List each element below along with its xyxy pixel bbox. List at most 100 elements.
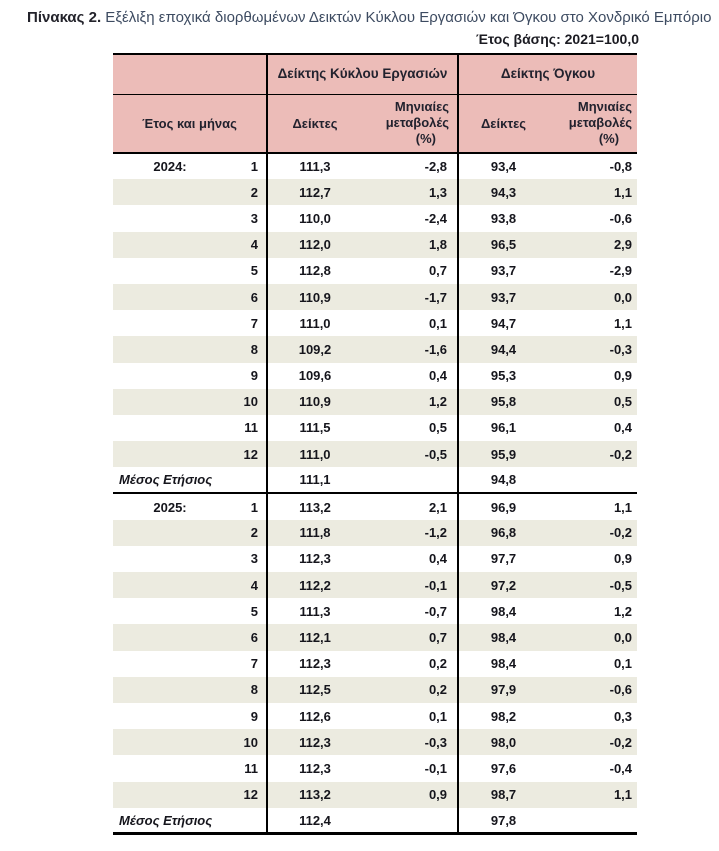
year-month-cell: 2025: 1 bbox=[113, 493, 268, 520]
volume-change-header: Μηνιαίες μεταβολές (%) bbox=[548, 94, 638, 154]
volume-change-value: -0,6 bbox=[548, 676, 638, 703]
empty-cell bbox=[548, 807, 638, 835]
volume-index-value: 96,8 bbox=[458, 519, 549, 546]
year-month-layout: 11 bbox=[113, 420, 266, 435]
turnover-change-value: 0,2 bbox=[362, 676, 460, 703]
year-month-layout: 2 bbox=[113, 185, 266, 200]
turnover-index-value: 112,3 bbox=[267, 729, 362, 756]
volume-index-value: 98,4 bbox=[490, 656, 517, 672]
volume-change-value: 0,9 bbox=[613, 551, 633, 567]
volume-change-value: -0,2 bbox=[548, 519, 638, 546]
volume-index-value: 93,7 bbox=[490, 263, 517, 279]
month-number: 11 bbox=[244, 420, 258, 436]
volume-index-value: 98,7 bbox=[458, 781, 549, 808]
volume-change-value: -0,3 bbox=[548, 336, 638, 363]
month-number: 1 bbox=[250, 159, 258, 175]
turnover-index-value: 110,9 bbox=[267, 283, 362, 311]
turnover-index-value: 111,0 bbox=[299, 315, 331, 331]
annual-average-label: Μέσος Ετήσιος bbox=[113, 807, 268, 835]
turnover-annual-average: 112,4 bbox=[267, 807, 362, 835]
table-row: 6 110,9 -1,7 93,7 0,0 bbox=[113, 283, 638, 311]
table-row: 9 112,6 0,1 98,2 0,3 bbox=[113, 702, 637, 730]
year-month-cell: 2024: 1 bbox=[113, 153, 268, 180]
year-month-layout: 12 bbox=[113, 447, 266, 462]
year-month-cell: 12 bbox=[113, 441, 268, 468]
volume-index-value: 97,2 bbox=[458, 572, 549, 599]
volume-change-value: 2,9 bbox=[548, 231, 638, 258]
change-header-line2: μεταβολές bbox=[385, 115, 450, 131]
month-number: 4 bbox=[250, 577, 258, 593]
month-number: 9 bbox=[250, 368, 258, 384]
month-number: 1 bbox=[250, 499, 258, 515]
base-year-note: Έτος βάσης: 2021=100,0 bbox=[476, 31, 639, 47]
turnover-index-value: 112,8 bbox=[299, 263, 331, 279]
year-month-cell: 12 bbox=[113, 781, 268, 808]
annual-average-row: Μέσος Ετήσιος 112,4 97,8 bbox=[113, 807, 638, 835]
table-row: 6 112,1 0,7 98,4 0,0 bbox=[113, 624, 638, 651]
turnover-change-value: 0,7 bbox=[362, 624, 460, 651]
year-month-layout: 10 bbox=[113, 735, 266, 750]
year-month-layout: 6 bbox=[113, 290, 266, 305]
year-month-cell: 2 bbox=[113, 519, 268, 546]
table-row: 11 111,5 0,5 96,1 0,4 bbox=[113, 414, 637, 442]
year-month-layout: 8 bbox=[113, 342, 266, 357]
volume-group-header: Δείκτης Όγκου bbox=[458, 54, 638, 95]
volume-change-value: -0,8 bbox=[609, 159, 633, 175]
turnover-index-value: 112,7 bbox=[267, 179, 362, 206]
turnover-index-value: 111,3 bbox=[299, 159, 331, 175]
turnover-index-value: 111,8 bbox=[267, 519, 362, 546]
turnover-change-value: -0,7 bbox=[362, 598, 460, 625]
turnover-index-value: 113,2 bbox=[299, 499, 331, 515]
turnover-index-value: 112,3 bbox=[299, 760, 331, 776]
month-number: 3 bbox=[250, 551, 258, 567]
volume-change-value: 0,1 bbox=[613, 656, 633, 672]
volume-index-value: 96,9 bbox=[490, 499, 517, 515]
volume-index-value: 97,7 bbox=[490, 551, 517, 567]
year-month-layout: 9 bbox=[113, 368, 266, 383]
month-number: 2 bbox=[250, 184, 258, 200]
volume-change-value: -0,5 bbox=[548, 572, 638, 599]
volume-change-value: 0,4 bbox=[613, 420, 633, 436]
table-row: 2 112,7 1,3 94,3 1,1 bbox=[113, 179, 638, 206]
table-number-label: Πίνακας 2. bbox=[27, 9, 102, 26]
turnover-change-value: 0,9 bbox=[362, 781, 460, 808]
change-header-line2: μεταβολές bbox=[568, 115, 633, 131]
volume-index-value: 95,8 bbox=[458, 388, 549, 415]
month-number: 9 bbox=[250, 708, 258, 724]
month-number: 11 bbox=[244, 760, 258, 776]
turnover-change-value: -1,2 bbox=[362, 519, 460, 546]
table-row: 5 112,8 0,7 93,7 -2,9 bbox=[113, 257, 637, 284]
turnover-index-value: 109,6 bbox=[298, 368, 332, 384]
turnover-change-value: 0,5 bbox=[362, 414, 460, 442]
year-month-cell: 8 bbox=[113, 336, 268, 363]
year-month-cell: 6 bbox=[113, 624, 268, 651]
year-month-layout: 4 bbox=[113, 237, 266, 252]
volume-index-header: Δείκτες bbox=[458, 94, 549, 154]
month-number: 10 bbox=[243, 734, 258, 750]
turnover-index-value: 111,3 bbox=[299, 603, 331, 619]
year-month-layout: 5 bbox=[113, 604, 266, 619]
year-month-layout: 2 bbox=[113, 525, 266, 540]
month-number: 5 bbox=[250, 263, 258, 279]
turnover-change-value: 0,1 bbox=[362, 310, 460, 337]
year-month-layout: 11 bbox=[113, 761, 266, 776]
year-month-layout: 4 bbox=[113, 578, 266, 593]
month-number: 10 bbox=[243, 394, 258, 410]
turnover-index-value: 110,0 bbox=[299, 210, 331, 226]
volume-change-value: -0,6 bbox=[609, 210, 633, 226]
turnover-change-value: 1,3 bbox=[362, 179, 460, 206]
year-month-cell: 10 bbox=[113, 388, 268, 415]
turnover-index-value: 111,0 bbox=[267, 441, 362, 468]
volume-index-value: 93,7 bbox=[458, 283, 549, 311]
year-month-layout: 2025: 1 bbox=[113, 500, 266, 515]
volume-annual-average: 94,8 bbox=[458, 467, 549, 495]
volume-index-value: 94,4 bbox=[458, 336, 549, 363]
table-row: 8 109,2 -1,6 94,4 -0,3 bbox=[113, 336, 638, 363]
table-row: 12 111,0 -0,5 95,9 -0,2 bbox=[113, 441, 638, 468]
table-row: 5 111,3 -0,7 98,4 1,2 bbox=[113, 598, 637, 625]
table-row: 10 110,9 1,2 95,8 0,5 bbox=[113, 388, 638, 415]
month-number: 5 bbox=[250, 603, 258, 619]
table-row: 10 112,3 -0,3 98,0 -0,2 bbox=[113, 729, 638, 756]
volume-change-value: 0,0 bbox=[548, 283, 638, 311]
year-month-cell: 4 bbox=[113, 572, 268, 599]
